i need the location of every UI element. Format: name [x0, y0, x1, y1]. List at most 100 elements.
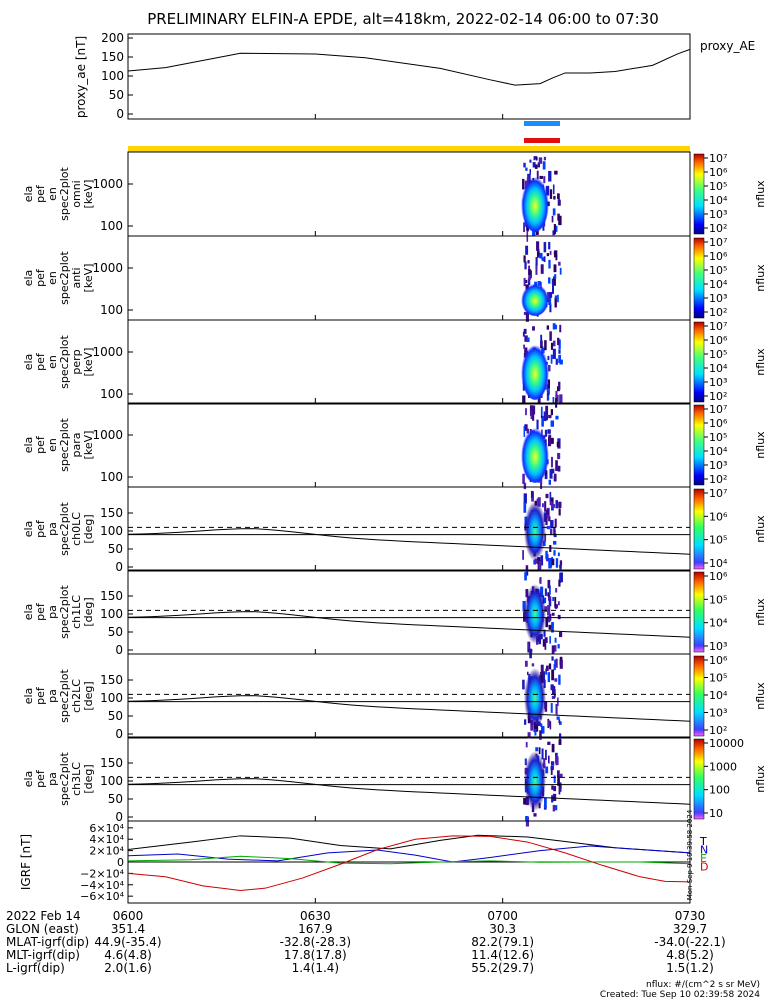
y-tick-label: 200 — [101, 31, 124, 45]
y-label-line: [deg] — [82, 764, 95, 793]
spectrogram-pixel — [542, 225, 545, 231]
spectrogram-pixel — [522, 395, 526, 403]
spectrogram-pixel — [547, 615, 551, 623]
y-tick-label: 100 — [100, 219, 123, 233]
para-panel: ela pef en spec2plot para [keV]100100010²10³1… — [22, 402, 767, 490]
spectrogram-pixel — [553, 276, 556, 286]
x-tick-label: 0700 — [487, 909, 518, 923]
y-label-line: pef — [34, 435, 47, 454]
spectrogram-pixel — [525, 245, 529, 255]
spectrogram-pixel — [543, 176, 546, 184]
spectrogram-pixel — [559, 785, 562, 789]
spectrogram-pixel — [547, 396, 550, 401]
spectrogram-pixel — [525, 588, 529, 598]
spectrogram-pixel — [557, 294, 559, 303]
spectrogram-pixel — [539, 577, 542, 584]
spectrogram-pixel — [523, 328, 527, 334]
spectrogram-pixel — [558, 349, 561, 354]
spectrogram-pixel — [549, 501, 553, 506]
spectrogram-pixel — [557, 770, 560, 778]
y-label-line: ch1LC — [70, 595, 83, 629]
colorbar-tick-label: 10³ — [709, 376, 727, 389]
y-tick-label: 0 — [115, 643, 123, 657]
perp-frame — [127, 319, 691, 405]
spectrogram-core — [521, 282, 549, 316]
colorbar-tick-label: 10² — [709, 724, 727, 737]
spectrogram-pixel — [541, 257, 545, 261]
spectrogram-pixel — [538, 560, 542, 570]
spectrogram-pixel — [522, 600, 526, 612]
spectrogram-pixel — [553, 224, 556, 235]
spectrogram-core — [524, 584, 546, 644]
spectrogram-pixel — [530, 410, 534, 420]
spectrogram-pixel — [550, 354, 553, 364]
footer-value: 17.8(17.8) — [284, 948, 347, 962]
colorbar-tick-label: 10⁷ — [709, 236, 727, 249]
state-bar-red — [524, 138, 560, 143]
y-label-line: [deg] — [82, 514, 95, 543]
spectrogram-pixel — [522, 679, 525, 690]
colorbar-label: nflux — [754, 348, 767, 376]
y-tick-label: 0 — [117, 856, 124, 869]
colorbar-label: nflux — [754, 765, 767, 793]
spectrogram-pixel — [523, 277, 526, 287]
spectrogram-pixel — [548, 414, 552, 419]
spectrogram-pixel — [559, 560, 563, 566]
spectrogram-pixel — [551, 284, 554, 294]
spectrogram-pixel — [525, 816, 529, 822]
spectrogram-pixel — [527, 671, 529, 676]
spectrogram-pixel — [555, 324, 558, 330]
spectrogram-pixel — [554, 274, 557, 279]
spectrogram-pixel — [559, 564, 562, 569]
spectrogram-pixel — [545, 766, 549, 774]
spectrogram-pixel — [522, 550, 524, 560]
colorbar-tick-label: 10⁶ — [709, 250, 728, 263]
state-bar-blue — [524, 121, 560, 126]
spectrogram-pixel — [523, 502, 527, 513]
spectrogram-pixel — [524, 660, 528, 667]
y-tick-label: 100 — [100, 470, 123, 484]
spectrogram-pixel — [542, 161, 546, 170]
y-label-line: [deg] — [82, 681, 95, 710]
spectrogram-pixel — [544, 637, 548, 643]
spectrogram-pixel — [547, 429, 551, 434]
spectrogram-pixel — [552, 230, 555, 236]
colorbar-tick-label: 10⁶ — [709, 570, 728, 583]
colorbar-tick-label: 10⁵ — [709, 593, 727, 606]
spectrogram-pixel — [541, 748, 544, 760]
spectrogram-core — [524, 501, 546, 561]
colorbar-tick-label: 10⁶ — [709, 166, 728, 179]
spectrogram-pixel — [525, 167, 528, 171]
series-line-E — [127, 855, 691, 865]
spectrogram-pixel — [537, 557, 541, 565]
colorbar-tick-label: 10⁶ — [709, 510, 728, 523]
spectrogram-pixel — [558, 508, 561, 516]
y-label-line: ch3LC — [70, 762, 83, 796]
spectrogram-pixel — [551, 795, 554, 803]
spectrogram-pixel — [551, 656, 554, 661]
spectrogram-pixel — [551, 437, 554, 444]
y-label-line: [keV] — [82, 180, 95, 209]
spectrogram-pixel — [554, 805, 558, 811]
y-label-line: pef — [34, 184, 47, 203]
footer-value: 55.2(29.7) — [471, 961, 534, 975]
spectrogram-pixel — [547, 379, 551, 389]
colorbar-tick-label: 10³ — [709, 459, 727, 472]
spectrogram-pixel — [547, 579, 551, 589]
spectrogram-pixel — [551, 743, 555, 753]
colorbar-tick-label: 10³ — [709, 707, 727, 720]
igrf-ylabel: IGRF [nT] — [19, 834, 33, 890]
y-tick-label: 100 — [100, 303, 123, 317]
colorbar-tick-label: 10⁶ — [709, 654, 728, 667]
spectrogram-pixel — [552, 323, 556, 330]
y-label-line: ela — [22, 186, 35, 203]
y-label-line: spec2plot — [58, 335, 71, 389]
colorbar-tick-label: 10⁵ — [709, 348, 727, 361]
colorbar-tick-label: 10³ — [709, 640, 727, 653]
spectrogram-pixel — [548, 434, 552, 446]
spectrogram-pixel — [548, 663, 552, 670]
spectrogram-pixel — [553, 195, 556, 200]
series-line-N — [127, 845, 691, 863]
spectrogram-pixel — [522, 473, 525, 484]
